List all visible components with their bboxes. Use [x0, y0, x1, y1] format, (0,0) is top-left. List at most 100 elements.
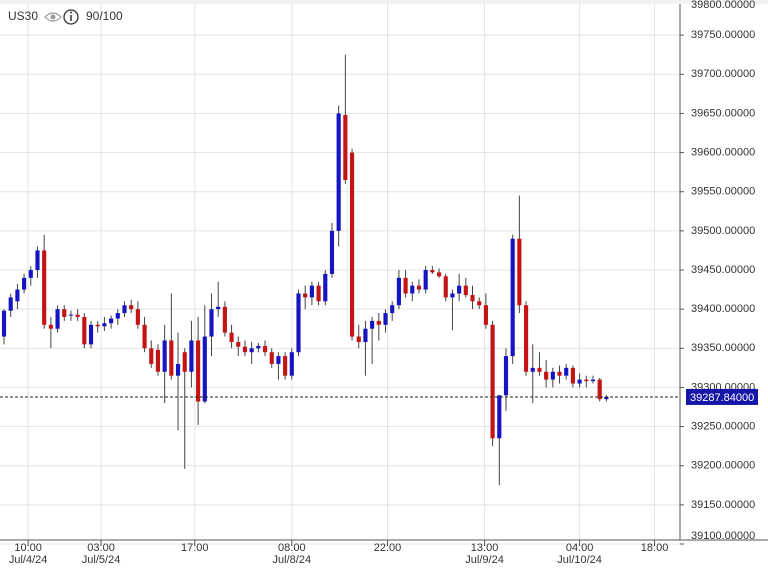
candle-body: [483, 305, 488, 325]
candle-body: [276, 356, 281, 364]
candle-body: [570, 367, 575, 384]
y-tick-label: 39600.00000: [691, 146, 755, 158]
candle-body: [155, 349, 161, 372]
x-tick-label: 22:00: [374, 542, 402, 554]
candle-body: [102, 323, 107, 327]
y-tick-label: 39150.00000: [691, 499, 755, 511]
y-tick-label: 39450.00000: [691, 264, 755, 276]
y-tick-label: 39100.00000: [691, 530, 755, 542]
x-tick-label: 17:00: [181, 542, 209, 554]
candle-body: [222, 306, 227, 333]
candle-body: [450, 293, 455, 298]
candle-body: [436, 272, 442, 277]
candle-body: [129, 305, 134, 310]
candle-body: [22, 277, 27, 290]
candle-body: [523, 305, 529, 372]
candle-body: [242, 346, 248, 353]
candle-body: [122, 305, 127, 314]
candle-body: [590, 379, 596, 382]
eye-icon[interactable]: [44, 12, 62, 22]
candle-body: [544, 371, 549, 380]
candle-body: [95, 324, 100, 327]
candle-body: [443, 276, 448, 298]
candle-body: [256, 345, 261, 349]
x-date-label: Jul/5/24: [82, 554, 121, 566]
candle-body: [109, 318, 114, 324]
candle-body: [189, 340, 194, 372]
candle-body: [249, 348, 254, 353]
candle-body: [396, 277, 401, 306]
candle-body: [115, 313, 120, 319]
candle-body: [236, 342, 241, 347]
candle-body: [303, 293, 308, 298]
candle-body: [564, 367, 569, 376]
candle-body: [370, 320, 375, 329]
candle-body: [336, 113, 341, 231]
candle-body: [316, 285, 321, 302]
candle-body: [68, 314, 74, 316]
candle-body: [604, 396, 609, 400]
x-date-label: Jul/8/24: [273, 554, 312, 566]
candle-body: [403, 277, 408, 294]
candle-body: [209, 309, 214, 337]
y-tick-label: 39400.00000: [691, 303, 755, 315]
x-tick-label: 04:00: [566, 542, 594, 554]
candle-body: [517, 238, 522, 306]
candle-body: [196, 340, 201, 402]
candle-body: [202, 336, 207, 402]
candle-body: [296, 293, 301, 353]
y-tick-label: 39800.00000: [691, 0, 755, 11]
x-date-label: Jul/9/24: [465, 554, 504, 566]
candle-body: [162, 340, 167, 372]
candle-body: [142, 324, 147, 349]
overlay: 39100.00000 39150.00000 39200.00000 39250.0…: [9, 0, 758, 566]
info-icon[interactable]: [63, 9, 79, 25]
candle-body: [88, 324, 94, 345]
candle-body: [75, 314, 80, 317]
x-tick-label: 03:00: [87, 542, 115, 554]
candle-body: [283, 356, 288, 376]
y-tick-label: 39700.00000: [691, 68, 755, 80]
candle-body: [356, 336, 361, 343]
candle-body: [376, 320, 381, 325]
candle-body: [463, 285, 468, 296]
x-date-label: Jul/4/24: [9, 554, 48, 566]
candle-body: [363, 328, 368, 343]
candle-body: [349, 152, 355, 337]
candle-body: [182, 352, 187, 372]
y-tick-label: 39200.00000: [691, 460, 755, 472]
candle-body: [269, 352, 274, 364]
candle-body: [48, 324, 53, 329]
x-tick-label: 08:00: [278, 542, 306, 554]
candle-body: [169, 340, 174, 376]
symbol: US30: [8, 9, 38, 23]
candle-body: [430, 270, 435, 273]
candle-body: [35, 250, 40, 270]
y-tick-label: 39500.00000: [691, 225, 755, 237]
candle-body: [470, 295, 475, 302]
candle-body: [329, 230, 335, 274]
candle-body: [42, 250, 47, 325]
y-tick-label: 39550.00000: [691, 186, 755, 198]
candle-body: [343, 114, 348, 180]
candle-body: [323, 273, 328, 302]
x-date-label: Jul/10/24: [557, 554, 602, 566]
candle-body: [62, 309, 67, 317]
top-bar: [0, 0, 768, 4]
current-price-label: 39287.84000: [690, 392, 754, 404]
x-tick-label: 10:00: [14, 542, 42, 554]
candle-body: [149, 348, 154, 364]
candle-body: [55, 309, 60, 329]
candle-body: [229, 332, 234, 343]
candle-body: [497, 395, 502, 439]
x-tick-label: 18:00: [641, 542, 669, 554]
candle-body: [490, 324, 495, 439]
candle-body: [477, 301, 482, 306]
candle-body: [28, 270, 33, 278]
grid: [0, 0, 680, 545]
candle-body: [309, 285, 314, 298]
candle-body: [503, 356, 509, 396]
candle-body: [510, 238, 515, 357]
candle-body: [416, 285, 422, 290]
candle-body: [597, 379, 602, 400]
